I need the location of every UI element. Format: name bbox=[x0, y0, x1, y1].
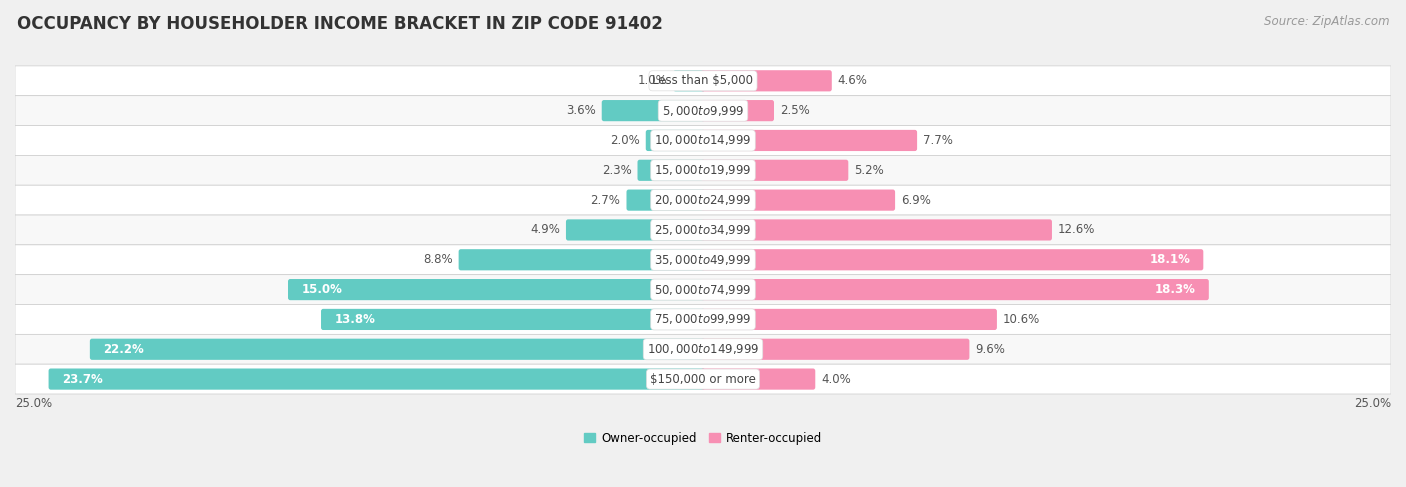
Text: Less than $5,000: Less than $5,000 bbox=[652, 75, 754, 87]
Text: 5.2%: 5.2% bbox=[855, 164, 884, 177]
FancyBboxPatch shape bbox=[627, 189, 706, 211]
Text: $25,000 to $34,999: $25,000 to $34,999 bbox=[654, 223, 752, 237]
Text: 18.3%: 18.3% bbox=[1154, 283, 1195, 296]
FancyBboxPatch shape bbox=[15, 304, 1391, 335]
Text: $150,000 or more: $150,000 or more bbox=[650, 373, 756, 386]
Text: 1.0%: 1.0% bbox=[637, 75, 668, 87]
FancyBboxPatch shape bbox=[15, 66, 1391, 96]
Text: 9.6%: 9.6% bbox=[976, 343, 1005, 356]
FancyBboxPatch shape bbox=[15, 126, 1391, 155]
FancyBboxPatch shape bbox=[637, 160, 706, 181]
Text: 10.6%: 10.6% bbox=[1002, 313, 1040, 326]
FancyBboxPatch shape bbox=[700, 309, 997, 330]
FancyBboxPatch shape bbox=[90, 338, 706, 360]
FancyBboxPatch shape bbox=[15, 364, 1391, 394]
Text: $15,000 to $19,999: $15,000 to $19,999 bbox=[654, 163, 752, 177]
FancyBboxPatch shape bbox=[15, 185, 1391, 215]
Text: 25.0%: 25.0% bbox=[15, 397, 52, 410]
Text: 3.6%: 3.6% bbox=[567, 104, 596, 117]
Text: OCCUPANCY BY HOUSEHOLDER INCOME BRACKET IN ZIP CODE 91402: OCCUPANCY BY HOUSEHOLDER INCOME BRACKET … bbox=[17, 15, 662, 33]
FancyBboxPatch shape bbox=[700, 249, 1204, 270]
Text: 4.0%: 4.0% bbox=[821, 373, 851, 386]
Text: $50,000 to $74,999: $50,000 to $74,999 bbox=[654, 282, 752, 297]
Text: 2.7%: 2.7% bbox=[591, 194, 620, 206]
Text: 25.0%: 25.0% bbox=[1354, 397, 1391, 410]
Text: 2.3%: 2.3% bbox=[602, 164, 631, 177]
FancyBboxPatch shape bbox=[700, 219, 1052, 241]
Text: 12.6%: 12.6% bbox=[1057, 224, 1095, 237]
Text: 4.6%: 4.6% bbox=[838, 75, 868, 87]
FancyBboxPatch shape bbox=[700, 160, 848, 181]
FancyBboxPatch shape bbox=[673, 70, 706, 92]
Legend: Owner-occupied, Renter-occupied: Owner-occupied, Renter-occupied bbox=[579, 427, 827, 450]
FancyBboxPatch shape bbox=[700, 369, 815, 390]
Text: $20,000 to $24,999: $20,000 to $24,999 bbox=[654, 193, 752, 207]
FancyBboxPatch shape bbox=[458, 249, 706, 270]
FancyBboxPatch shape bbox=[645, 130, 706, 151]
FancyBboxPatch shape bbox=[700, 279, 1209, 300]
Text: $75,000 to $99,999: $75,000 to $99,999 bbox=[654, 313, 752, 326]
Text: $100,000 to $149,999: $100,000 to $149,999 bbox=[647, 342, 759, 356]
FancyBboxPatch shape bbox=[288, 279, 706, 300]
FancyBboxPatch shape bbox=[15, 96, 1391, 126]
Text: 6.9%: 6.9% bbox=[901, 194, 931, 206]
Text: 8.8%: 8.8% bbox=[423, 253, 453, 266]
FancyBboxPatch shape bbox=[15, 245, 1391, 275]
Text: 23.7%: 23.7% bbox=[62, 373, 103, 386]
Text: 4.9%: 4.9% bbox=[530, 224, 560, 237]
FancyBboxPatch shape bbox=[15, 335, 1391, 364]
Text: 2.5%: 2.5% bbox=[780, 104, 810, 117]
FancyBboxPatch shape bbox=[567, 219, 706, 241]
FancyBboxPatch shape bbox=[15, 155, 1391, 185]
FancyBboxPatch shape bbox=[700, 70, 832, 92]
FancyBboxPatch shape bbox=[15, 215, 1391, 245]
Text: $5,000 to $9,999: $5,000 to $9,999 bbox=[662, 104, 744, 118]
FancyBboxPatch shape bbox=[700, 189, 896, 211]
Text: 2.0%: 2.0% bbox=[610, 134, 640, 147]
Text: Source: ZipAtlas.com: Source: ZipAtlas.com bbox=[1264, 15, 1389, 28]
FancyBboxPatch shape bbox=[321, 309, 706, 330]
FancyBboxPatch shape bbox=[700, 100, 773, 121]
Text: 13.8%: 13.8% bbox=[335, 313, 375, 326]
Text: $10,000 to $14,999: $10,000 to $14,999 bbox=[654, 133, 752, 148]
FancyBboxPatch shape bbox=[602, 100, 706, 121]
FancyBboxPatch shape bbox=[49, 369, 706, 390]
Text: 22.2%: 22.2% bbox=[103, 343, 143, 356]
Text: 18.1%: 18.1% bbox=[1149, 253, 1189, 266]
FancyBboxPatch shape bbox=[700, 338, 969, 360]
FancyBboxPatch shape bbox=[700, 130, 917, 151]
Text: 7.7%: 7.7% bbox=[924, 134, 953, 147]
Text: 15.0%: 15.0% bbox=[301, 283, 342, 296]
FancyBboxPatch shape bbox=[15, 275, 1391, 304]
Text: $35,000 to $49,999: $35,000 to $49,999 bbox=[654, 253, 752, 267]
